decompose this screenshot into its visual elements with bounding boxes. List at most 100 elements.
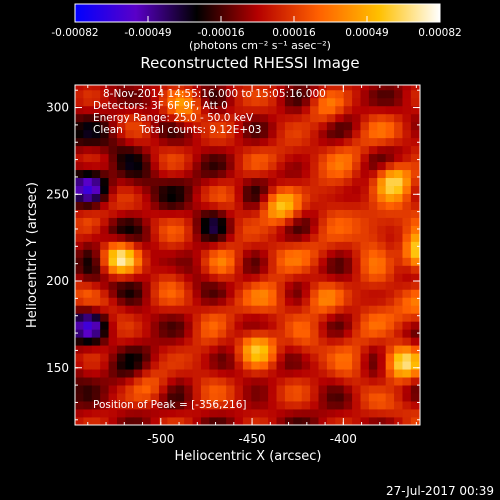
heatmap-cell (377, 113, 387, 123)
heatmap-cell (200, 369, 210, 378)
heatmap-cell (394, 201, 403, 210)
heatmap-cell (343, 385, 353, 394)
heatmap-cell (158, 305, 168, 314)
heatmap-cell (133, 273, 143, 282)
heatmap-cell (209, 321, 219, 330)
heatmap-cell (217, 281, 227, 290)
heatmap-cell (175, 345, 185, 354)
heatmap-cell (167, 161, 177, 171)
heatmap-cell (352, 137, 361, 147)
heatmap-cell (335, 233, 345, 242)
heatmap-cell (352, 401, 361, 410)
heatmap-cell (276, 289, 286, 298)
heatmap-cell (100, 177, 109, 187)
heatmap-cell (167, 321, 177, 330)
heatmap-cell (343, 297, 353, 306)
heatmap-cell (410, 249, 420, 258)
heatmap-cell (276, 217, 286, 226)
heatmap-cell (175, 177, 185, 187)
heatmap-cell (284, 137, 294, 147)
heatmap-cell (108, 345, 118, 354)
heatmap-cell (200, 241, 210, 250)
heatmap-cell (293, 217, 303, 226)
heatmap-cell (75, 137, 84, 147)
heatmap-cell (234, 409, 244, 418)
heatmap-cell (419, 281, 420, 290)
colorbar-tick-label: 0.00016 (272, 27, 316, 39)
heatmap-cell (394, 345, 403, 354)
heatmap-cell (150, 289, 160, 298)
heatmap-cell (368, 345, 378, 354)
heatmap-cell (192, 193, 202, 202)
heatmap-cell (251, 305, 261, 314)
heatmap-cell (276, 337, 286, 346)
heatmap-cell (368, 121, 378, 131)
heatmap-cell (326, 233, 336, 242)
heatmap-cell (234, 353, 244, 362)
heatmap-cell (184, 105, 193, 115)
heatmap-cell (217, 177, 227, 187)
heatmap-cell (259, 305, 269, 314)
heatmap-cell (200, 337, 210, 346)
heatmap-cell (368, 161, 378, 171)
heatmap-cell (192, 217, 202, 226)
heatmap-cell (209, 273, 219, 282)
heatmap-cell (276, 185, 286, 194)
heatmap-cell (343, 177, 353, 187)
y-tick-label: 250 (46, 187, 69, 201)
heatmap-cell (410, 193, 420, 202)
heatmap-cell (402, 137, 412, 147)
heatmap-cell (293, 281, 303, 290)
heatmap-cell (293, 297, 303, 306)
heatmap-cell (242, 201, 252, 210)
heatmap-cell (91, 257, 101, 266)
heatmap-cell (402, 201, 412, 210)
heatmap-cell (217, 369, 227, 378)
heatmap-cell (100, 121, 109, 131)
heatmap-cell (335, 305, 345, 314)
heatmap-cell (142, 369, 151, 378)
heatmap-cell (352, 97, 361, 107)
heatmap-cell (410, 401, 420, 410)
heatmap-cell (284, 161, 294, 171)
heatmap-cell (142, 257, 151, 266)
heatmap-cell (142, 209, 151, 218)
heatmap-cell (259, 329, 269, 338)
heatmap-cell (360, 273, 370, 282)
heatmap-cell (410, 297, 420, 306)
heatmap-cell (419, 329, 420, 338)
heatmap-cell (217, 153, 227, 163)
heatmap-cell (91, 233, 101, 242)
heatmap-cell (108, 353, 118, 362)
heatmap-cell (226, 377, 235, 386)
heatmap-cell (234, 121, 244, 131)
heatmap-cell (268, 257, 277, 266)
heatmap-cell (234, 417, 244, 425)
heatmap-cell (175, 369, 185, 378)
heatmap-cell (343, 409, 353, 418)
heatmap-cell (234, 201, 244, 210)
heatmap-cell (234, 113, 244, 123)
heatmap-cell (234, 305, 244, 314)
heatmap-cell (184, 225, 193, 234)
heatmap-cell (226, 193, 235, 202)
heatmap-cell (242, 385, 252, 394)
heatmap-cell (251, 105, 261, 115)
heatmap-cell (368, 361, 378, 370)
heatmap-cell (268, 385, 277, 394)
heatmap-cell (360, 249, 370, 258)
heatmap-cell (360, 361, 370, 370)
heatmap-cell (133, 145, 143, 155)
heatmap-cell (91, 321, 101, 330)
heatmap-cell (158, 177, 168, 187)
heatmap-cell (318, 313, 328, 322)
heatmap-cell (226, 361, 235, 370)
heatmap-cell (410, 161, 420, 171)
heatmap-cell (394, 353, 403, 362)
heatmap-cell (301, 153, 311, 163)
heatmap-cell (268, 241, 277, 250)
heatmap-cell (226, 121, 235, 131)
heatmap-cell (217, 393, 227, 402)
heatmap-cell (175, 201, 185, 210)
heatmap-cell (192, 329, 202, 338)
